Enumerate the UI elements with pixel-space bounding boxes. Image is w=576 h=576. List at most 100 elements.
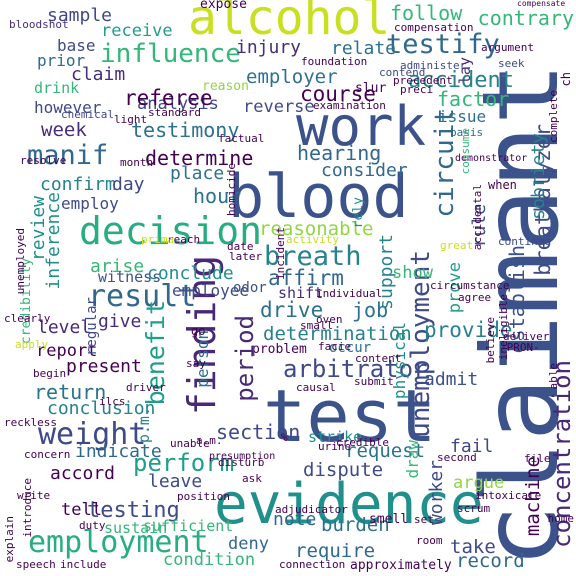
word: say	[186, 357, 206, 370]
word: base	[57, 36, 96, 55]
word: determine	[145, 146, 254, 170]
word: arbitrator	[283, 355, 428, 383]
word: accident	[408, 68, 514, 93]
word: burden	[321, 514, 390, 536]
word: argue	[453, 473, 505, 493]
word: decision	[79, 209, 263, 253]
word: oven	[316, 313, 343, 326]
word: job	[352, 298, 389, 322]
word: sufficient	[143, 517, 234, 535]
word: odor	[233, 280, 267, 296]
word: presumption	[209, 451, 276, 462]
word: deny	[228, 534, 269, 554]
word: great	[440, 239, 474, 252]
word: demonstrator	[455, 153, 528, 164]
word: place	[170, 163, 225, 184]
word: later	[229, 250, 263, 263]
word: continue	[498, 235, 551, 248]
word: apply	[15, 338, 49, 351]
word: second	[437, 451, 477, 464]
word: reverse	[243, 97, 315, 117]
word: activity	[286, 233, 339, 246]
word: testify	[386, 29, 500, 60]
word: %	[281, 431, 288, 444]
word: influence	[100, 39, 241, 69]
word: conclude	[147, 263, 234, 284]
word: adjudicator	[275, 503, 348, 516]
word: perform	[133, 449, 235, 477]
word: begin	[33, 367, 67, 380]
word: argument	[481, 41, 534, 54]
word: consider	[321, 160, 408, 181]
word: breath	[264, 241, 362, 272]
word: witness	[98, 268, 162, 286]
word: examination	[313, 99, 386, 112]
word: tell	[61, 500, 102, 520]
word: standard	[148, 106, 201, 119]
word: duty	[79, 519, 106, 532]
word: hour	[193, 184, 242, 208]
word: employ	[61, 194, 119, 213]
word: homicide	[225, 163, 238, 216]
word: admit	[424, 369, 479, 390]
word: contend	[379, 66, 426, 79]
word: record	[456, 550, 525, 572]
word: circumstance	[430, 279, 510, 292]
word: concern	[24, 448, 71, 461]
word: drink	[34, 79, 80, 97]
word: position	[177, 490, 230, 503]
word: prior	[37, 51, 86, 70]
word: request	[345, 440, 426, 462]
word: foundation	[301, 55, 368, 68]
word: incident	[274, 227, 287, 280]
word: fail	[450, 436, 494, 457]
word: lay	[456, 57, 474, 85]
word: ask	[242, 472, 262, 485]
word: unemployed	[14, 228, 27, 295]
word: receive	[101, 21, 173, 41]
word: note	[273, 509, 317, 530]
word: strike	[308, 428, 363, 446]
word: injury	[236, 37, 302, 58]
word: determination	[263, 323, 412, 345]
word: show	[392, 263, 433, 283]
word: complete	[547, 90, 560, 143]
word: report	[36, 341, 98, 361]
word: facie	[318, 340, 352, 353]
word: agree	[458, 291, 492, 304]
word: clearly	[4, 312, 51, 325]
word: precedent	[393, 74, 453, 87]
word: factor	[437, 87, 510, 111]
word: bloodshot	[9, 18, 69, 31]
word: alcohol	[188, 0, 391, 46]
word: p.m.	[135, 407, 153, 444]
word: believe	[484, 317, 497, 364]
word: room	[416, 534, 443, 547]
word: sobriety	[528, 133, 549, 220]
word: require	[295, 540, 376, 562]
word: when	[488, 178, 517, 192]
word: able	[547, 363, 560, 390]
word: -PRON-	[500, 341, 540, 354]
word: disturb	[218, 456, 265, 469]
word: manif	[27, 140, 109, 171]
word: smell	[369, 512, 409, 527]
word: rely	[351, 197, 366, 229]
word: analysis	[137, 94, 219, 114]
word: leave	[148, 471, 203, 492]
word: submit	[354, 375, 394, 388]
word: content	[355, 352, 402, 365]
word: period	[231, 315, 259, 402]
word: give	[98, 311, 142, 332]
word: hearing	[297, 141, 382, 165]
word: referee	[124, 86, 213, 110]
word: ch	[559, 72, 573, 87]
word: intoxicate	[475, 489, 542, 502]
word: approximately	[350, 558, 452, 573]
word: test	[263, 374, 437, 458]
word: employer	[246, 66, 338, 88]
word: however	[34, 98, 102, 117]
word: explain	[3, 516, 16, 563]
word: testimony	[131, 118, 240, 142]
word: compensate	[517, 0, 566, 8]
